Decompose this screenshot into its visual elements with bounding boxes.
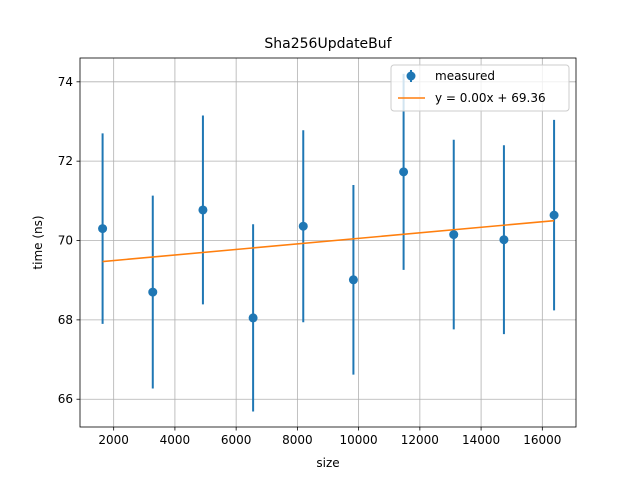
- legend: measured y = 0.00x + 69.36: [390, 64, 570, 112]
- fit-line: [102, 219, 555, 263]
- x-tick-label: 4000: [160, 433, 191, 447]
- data-point: [298, 221, 308, 231]
- ticks: 2000 4000 6000 8000 10000 12000 14000 16000 66 68…: [58, 75, 562, 447]
- data-point: [499, 235, 509, 245]
- legend-box: [390, 64, 570, 112]
- chart-title: Sha256UpdateBuf: [264, 36, 392, 52]
- y-tick-label: 66: [58, 392, 73, 406]
- legend-marker-swatch: [406, 71, 416, 81]
- data-point: [549, 210, 559, 220]
- x-tick-label: 8000: [282, 433, 313, 447]
- x-axis-label: size: [316, 456, 339, 470]
- data-point: [399, 167, 409, 177]
- data-point: [198, 205, 208, 215]
- y-tick-label: 74: [58, 75, 73, 89]
- legend-label: y = 0.00x + 69.36: [435, 91, 546, 105]
- data-point: [449, 230, 459, 240]
- y-tick-label: 68: [58, 313, 73, 327]
- plot-frame: [79, 57, 577, 428]
- data-point: [98, 224, 108, 234]
- legend-label: measured: [435, 69, 495, 83]
- x-tick-label: 10000: [340, 433, 378, 447]
- x-tick-label: 16000: [523, 433, 561, 447]
- y-tick-label: 72: [58, 154, 73, 168]
- y-axis-label: time (ns): [31, 215, 45, 269]
- x-tick-label: 12000: [401, 433, 439, 447]
- x-tick-label: 2000: [98, 433, 129, 447]
- data-point: [248, 313, 258, 323]
- y-tick-label: 70: [58, 234, 73, 248]
- x-tick-label: 6000: [221, 433, 252, 447]
- data-point: [148, 287, 158, 297]
- data-point: [348, 275, 358, 285]
- x-tick-label: 14000: [462, 433, 500, 447]
